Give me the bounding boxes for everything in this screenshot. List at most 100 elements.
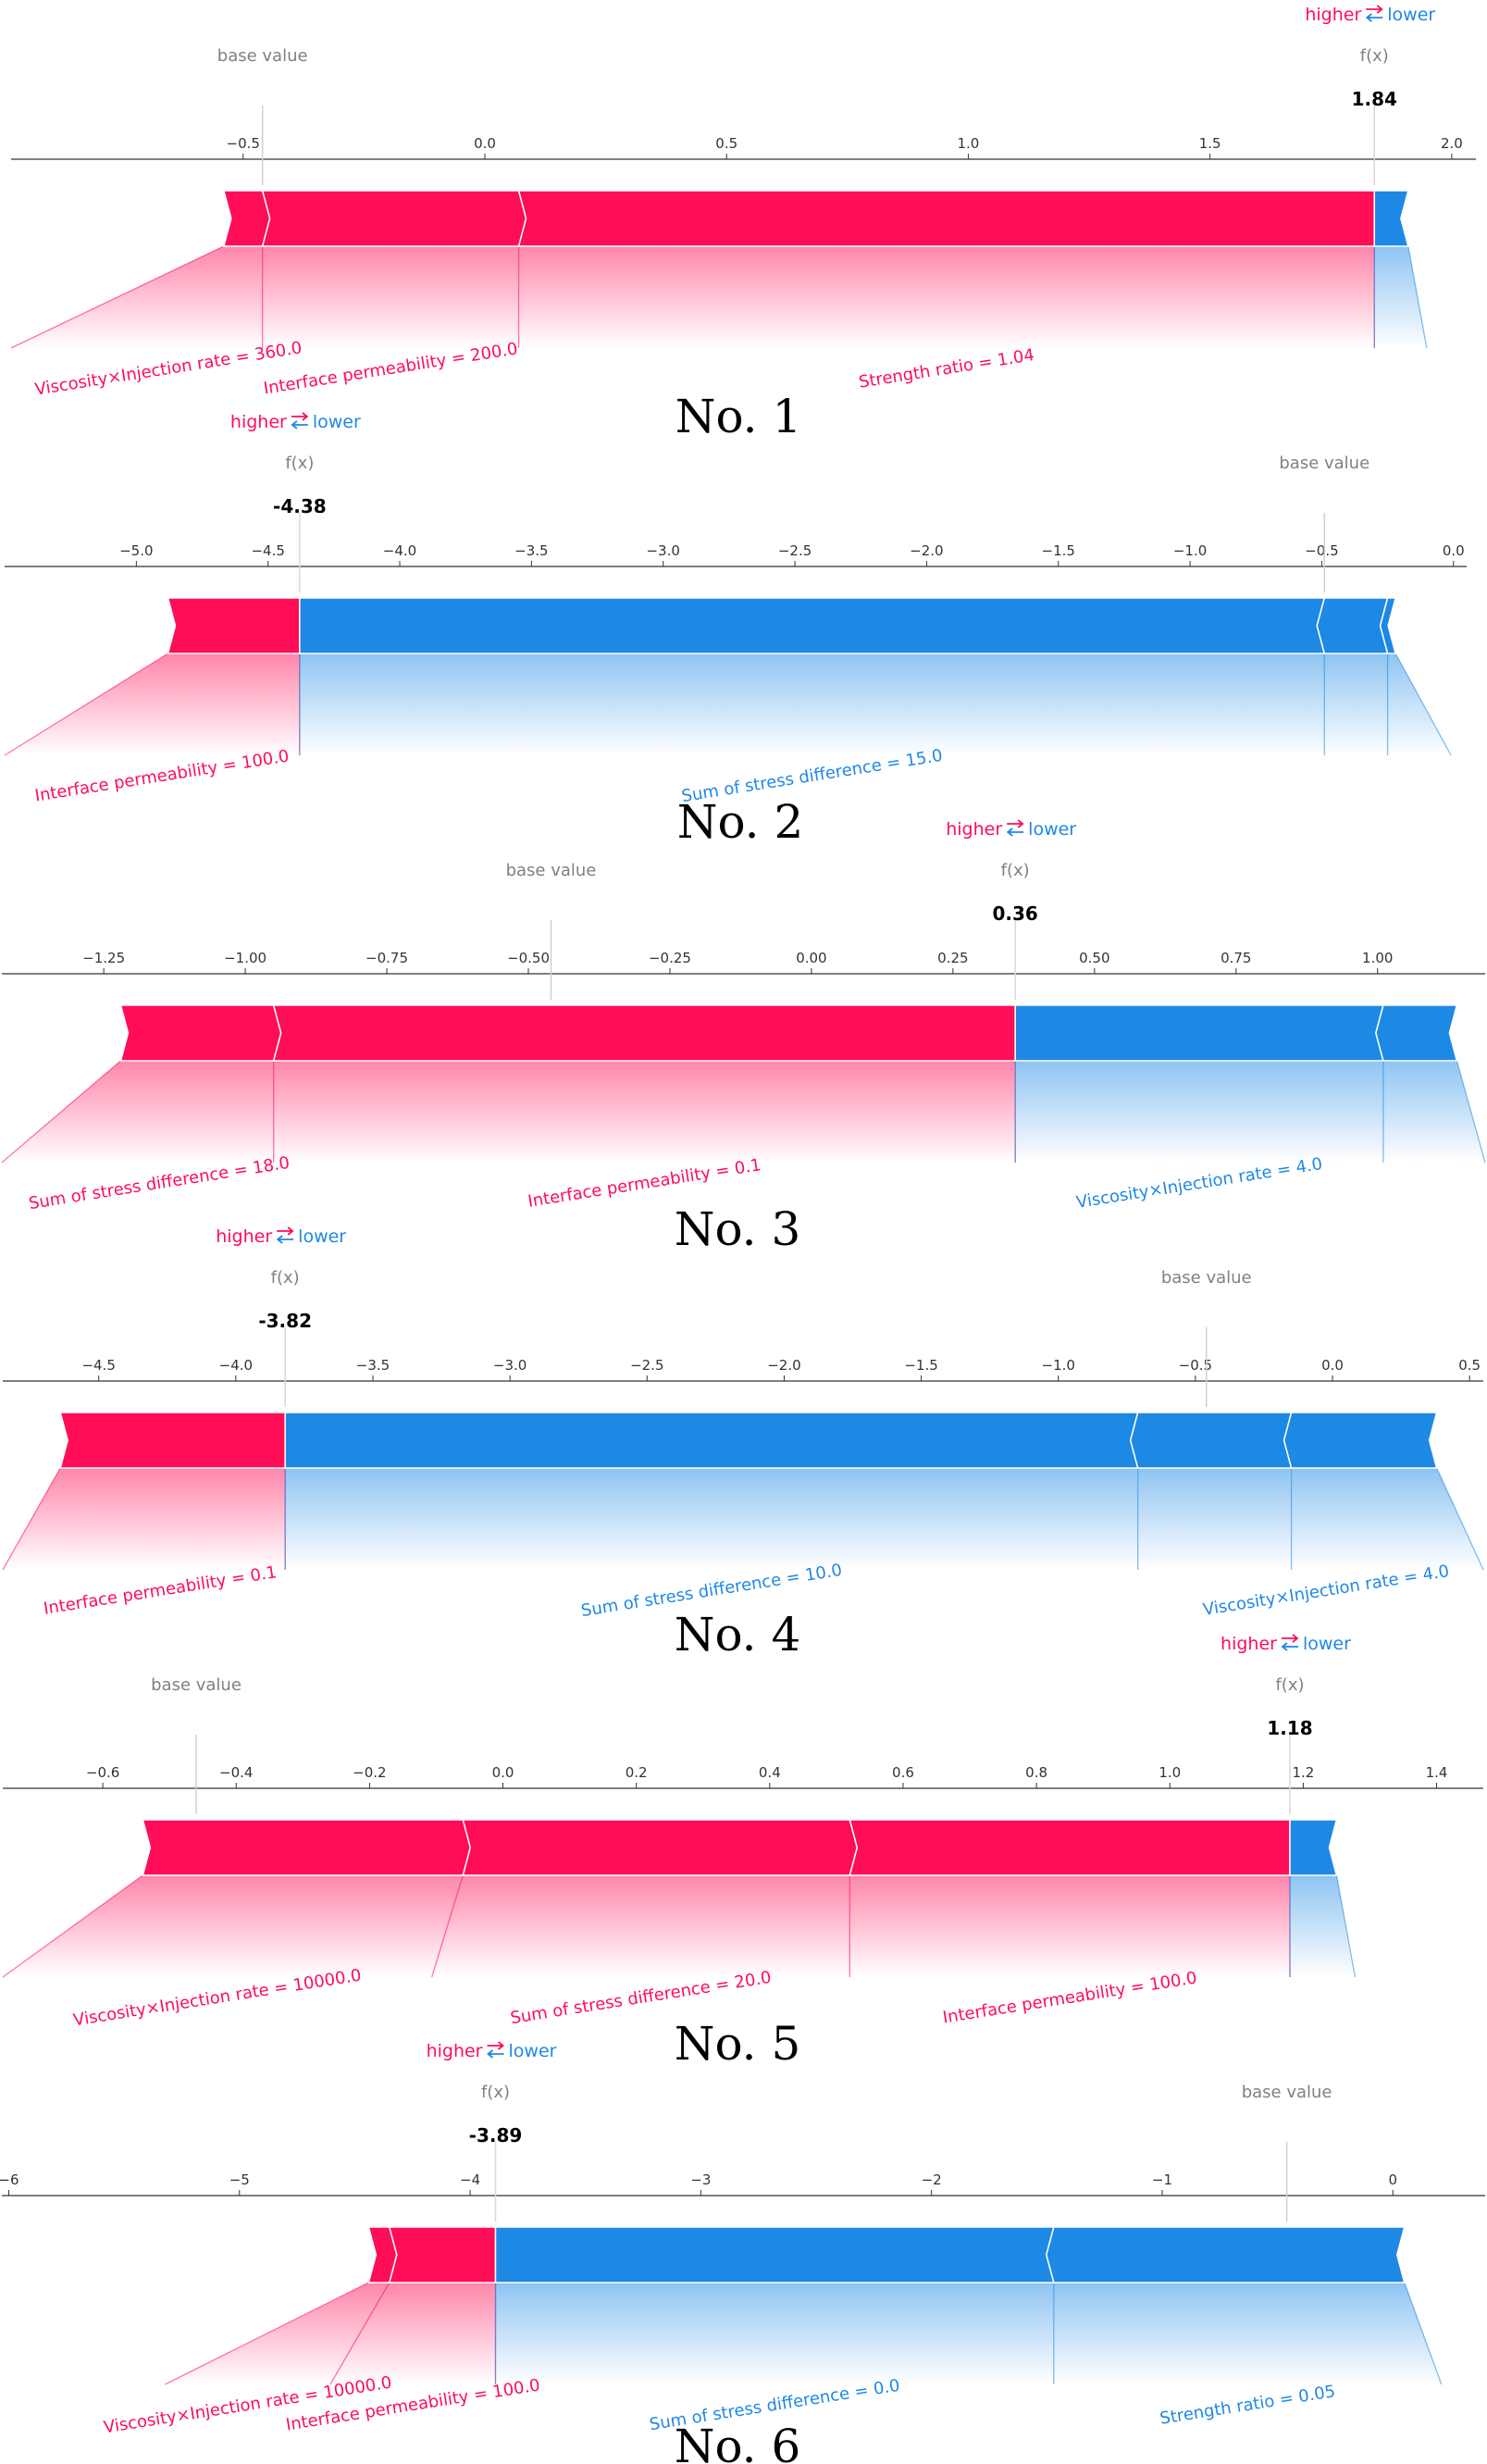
x-tick-label: 0.0 (474, 135, 496, 152)
x-tick-label: 0.0 (1443, 542, 1465, 559)
base-value-label: base value (1161, 1268, 1252, 1288)
panel-2-caption: No. 2 (677, 795, 804, 849)
x-tick-label: 0.8 (1025, 1764, 1047, 1781)
panel-4-caption: No. 4 (675, 1608, 801, 1661)
fan-edge (1407, 245, 1428, 349)
feature-label: Interface permeability = 0.1 (43, 1562, 279, 1619)
legend-lower: lower (1028, 819, 1076, 840)
fx-label: f(x) (1275, 1675, 1304, 1695)
x-tick-label: −2.0 (767, 1357, 800, 1374)
negative-bar-segment (1375, 1004, 1458, 1062)
x-tick-label: 0.75 (1221, 950, 1251, 966)
x-tick-label: −2.5 (778, 542, 812, 559)
feature-label: Strength ratio = 1.04 (858, 345, 1036, 392)
x-tick-label: −0.6 (86, 1764, 119, 1781)
x-tick-label: −1.00 (224, 950, 266, 966)
fan-edge (1335, 1874, 1357, 1978)
x-tick-label: −4.5 (81, 1357, 115, 1374)
fx-value: -3.82 (258, 1310, 312, 1332)
x-tick-label: 1.5 (1199, 135, 1221, 152)
positive-bar-segment (388, 2226, 497, 2284)
contribution-fan (1387, 653, 1452, 755)
arrow-right-icon (277, 1226, 294, 1236)
positive-bar-segment (462, 1819, 859, 1876)
x-tick-label: 2.0 (1441, 135, 1463, 152)
x-tick-label: −2.0 (910, 542, 943, 559)
x-tick-label: −1.5 (1042, 542, 1075, 559)
x-tick-label: −5 (229, 2172, 250, 2188)
panel-6-caption: No. 6 (675, 2420, 801, 2464)
x-tick-label: 0.5 (1458, 1357, 1481, 1374)
negative-bar-segment (1379, 597, 1397, 654)
contribution-fan (1324, 653, 1388, 755)
fx-value: 1.84 (1352, 88, 1397, 110)
legend-lower: lower (313, 412, 361, 432)
arrow-right-icon (1007, 819, 1024, 828)
positive-bar-segment (272, 1004, 1016, 1062)
x-tick-label: −1.0 (1173, 542, 1207, 559)
x-tick-label: −0.2 (353, 1764, 386, 1781)
x-tick-label: −0.5 (1179, 1357, 1212, 1374)
legend-higher: higher (216, 1226, 272, 1247)
x-tick-label: −0.50 (507, 950, 550, 966)
force-plot-panel-5: −0.6 −0.4 −0.2 0.0 0.2 0.4 0.6 0.8 1.0 1.2 1.4 base… (2, 1634, 1483, 2030)
contribution-fan (1289, 1875, 1356, 1977)
feature-label: Viscosity×Injection rate = 4.0 (1202, 1562, 1451, 1620)
x-tick-label: −1.5 (904, 1357, 937, 1374)
x-tick-label: −1 (1152, 2172, 1172, 2188)
contribution-fan (431, 1875, 850, 1977)
fx-label: f(x) (1001, 861, 1030, 880)
x-tick-label: −4.0 (383, 542, 416, 559)
direction-legend: higher lower (216, 1226, 346, 1247)
contribution-fan (1374, 246, 1427, 348)
legend-lower: lower (1303, 1634, 1351, 1654)
negative-bar-segment (284, 1412, 1139, 1469)
x-tick-label: −1.25 (82, 950, 125, 966)
contribution-fan (1137, 1468, 1292, 1570)
x-tick-label: −0.25 (649, 950, 691, 966)
feature-label: Interface permeability = 100.0 (941, 1968, 1198, 2027)
x-tick-label: 1.0 (958, 135, 980, 152)
negative-bar-segment (1014, 1004, 1384, 1062)
x-tick-label: −3.5 (356, 1357, 390, 1374)
x-tick-label: 1.00 (1362, 950, 1393, 966)
legend-higher: higher (946, 819, 1002, 840)
base-value-label: base value (151, 1675, 242, 1695)
arrow-left-icon (1006, 828, 1024, 837)
x-tick-label: 0.5 (715, 135, 737, 152)
positive-bar-segment (517, 190, 1376, 247)
x-tick-label: 0.00 (796, 950, 826, 966)
x-tick-label: −0.5 (1305, 542, 1338, 559)
contribution-fan (273, 1061, 1016, 1163)
legend-lower: lower (1387, 5, 1435, 25)
contribution-fan (2, 1061, 274, 1163)
contribution-fan (1015, 1061, 1383, 1163)
contribution-fan (285, 1468, 1138, 1570)
negative-bar-segment (1316, 597, 1389, 654)
fx-label: f(x) (285, 454, 314, 473)
legend-higher: higher (1221, 1634, 1277, 1654)
arrow-left-icon (276, 1235, 294, 1244)
x-tick-label: −6 (0, 2172, 19, 2188)
fx-value: -4.38 (273, 495, 327, 517)
fx-label: f(x) (1360, 46, 1389, 66)
force-plot-panel-6: −6 −5 −4 −3 −2 −1 0 base value f(x) -3.89 higher lo… (0, 2041, 1485, 2437)
arrow-left-icon (1365, 13, 1383, 22)
x-tick-label: −0.75 (366, 950, 408, 966)
legend-higher: higher (230, 412, 287, 432)
legend-lower: lower (509, 2041, 557, 2061)
x-tick-label: −4.5 (251, 542, 284, 559)
fx-value: -3.89 (469, 2124, 523, 2147)
contribution-fan (299, 653, 1325, 755)
contribution-fan (262, 246, 519, 348)
x-tick-label: 1.0 (1159, 1764, 1181, 1781)
arrow-right-icon (291, 412, 309, 421)
arrow-left-icon (1281, 1642, 1298, 1651)
panel-5-caption: No. 5 (675, 2017, 801, 2071)
x-tick-label: 0.50 (1079, 950, 1109, 966)
fan-edge (2, 1467, 61, 1571)
force-plot-panel-4: −4.5 −4.0 −3.5 −3.0 −2.5 −2.0 −1.5 −1.0 −0.5 0.0 0… (2, 1226, 1484, 1621)
fx-label: f(x) (481, 2083, 510, 2102)
x-tick-label: −3.0 (493, 1357, 527, 1374)
